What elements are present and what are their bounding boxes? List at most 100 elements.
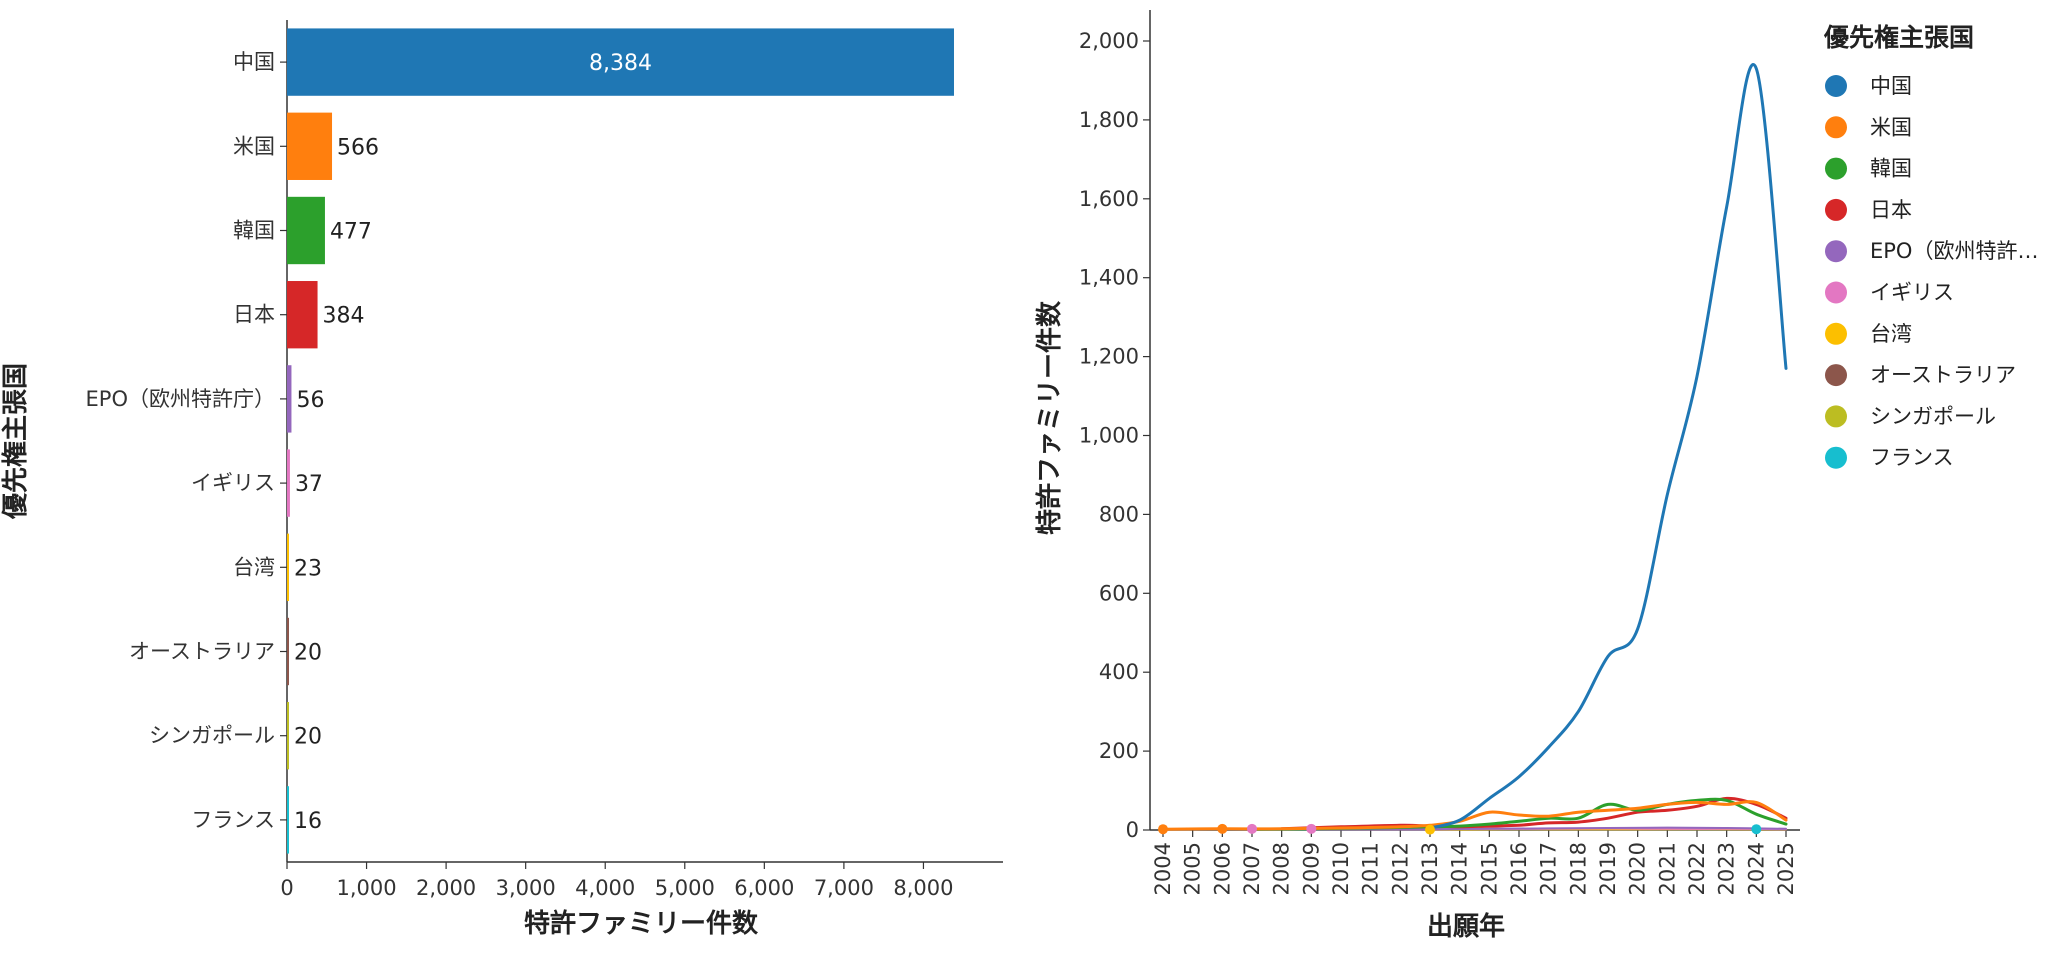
line-x-tick-label: 2017 xyxy=(1537,842,1561,895)
line-chart: 02004006008001,0001,2001,4001,6001,8002,… xyxy=(1034,10,2038,942)
line-x-tick-label: 2016 xyxy=(1507,842,1531,895)
line-y-axis-title: 特許ファミリー件数 xyxy=(1034,300,1065,535)
line-y-axis: 02004006008001,0001,2001,4001,6001,8002,… xyxy=(1079,10,1150,842)
line-y-tick-label: 2,000 xyxy=(1079,29,1139,53)
line-y-tick-label: 1,000 xyxy=(1079,424,1139,448)
bar-value-label: 477 xyxy=(330,220,372,245)
line-x-tick-label: 2022 xyxy=(1685,842,1709,895)
bar-value-label: 8,384 xyxy=(589,51,652,76)
line-x-tick-label: 2018 xyxy=(1566,842,1590,895)
legend-item: EPO（欧州特許… xyxy=(1825,239,2038,263)
legend-label: フランス xyxy=(1870,446,1954,470)
line-x-tick-label: 2007 xyxy=(1240,842,1264,895)
bar-chart: 中国米国韓国日本EPO（欧州特許庁）イギリス台湾オーストラリアシンガポールフラン… xyxy=(0,20,1003,939)
bar-4 xyxy=(287,281,318,348)
bar-category-label: 台湾 xyxy=(233,555,275,579)
line-x-tick-label: 2015 xyxy=(1477,842,1501,895)
bar-x-tick-label: 1,000 xyxy=(336,876,396,900)
legend-item: 台湾 xyxy=(1825,322,1912,346)
legend-label: 台湾 xyxy=(1870,322,1912,346)
bar-marks xyxy=(287,28,954,853)
bar-x-axis-title: 特許ファミリー件数 xyxy=(524,908,759,939)
legend-swatch xyxy=(1825,405,1847,427)
bar-value-label: 20 xyxy=(294,725,322,750)
legend-label: EPO（欧州特許… xyxy=(1870,239,2038,263)
legend-item: フランス xyxy=(1825,446,1954,470)
bar-x-tick-label: 4,000 xyxy=(575,876,635,900)
legend-swatch xyxy=(1825,158,1847,180)
point-marker xyxy=(1247,824,1257,834)
bar-category-labels: 中国米国韓国日本EPO（欧州特許庁）イギリス台湾オーストラリアシンガポールフラン… xyxy=(86,50,287,832)
legend-swatch xyxy=(1825,323,1847,345)
legend-label: 日本 xyxy=(1870,198,1912,222)
line-x-tick-label: 2004 xyxy=(1151,842,1175,895)
line-x-tick-label: 2021 xyxy=(1655,842,1679,895)
legend-swatch xyxy=(1825,447,1847,469)
bar-value-label: 23 xyxy=(294,556,322,581)
legend-swatch xyxy=(1825,75,1847,97)
line-y-tick-label: 600 xyxy=(1099,581,1139,605)
bar-6 xyxy=(287,449,290,516)
line-x-tick-label: 2008 xyxy=(1270,842,1294,895)
legend-label: シンガポール xyxy=(1870,404,1996,428)
bar-10 xyxy=(287,786,289,853)
bar-9 xyxy=(287,702,289,769)
bar-value-label: 16 xyxy=(294,809,322,834)
bar-category-label: フランス xyxy=(191,808,275,832)
bar-2 xyxy=(287,113,332,180)
point-marker xyxy=(1751,824,1761,834)
legend-swatch xyxy=(1825,199,1847,221)
legend-item: オーストラリア xyxy=(1825,363,2016,387)
bar-value-label: 56 xyxy=(296,388,324,413)
line-x-tick-label: 2012 xyxy=(1388,842,1412,895)
point-marker xyxy=(1217,824,1227,834)
legend-item: 米国 xyxy=(1825,115,1912,139)
point-marker xyxy=(1425,825,1435,835)
legend-swatch xyxy=(1825,116,1847,138)
bar-x-tick-label: 6,000 xyxy=(734,876,794,900)
legend-label: イギリス xyxy=(1870,281,1954,305)
line-x-tick-label: 2010 xyxy=(1329,842,1353,895)
line-x-tick-label: 2013 xyxy=(1418,842,1442,895)
line-x-tick-label: 2020 xyxy=(1626,842,1650,895)
line-x-tick-label: 2024 xyxy=(1744,842,1768,895)
bar-x-tick-label: 5,000 xyxy=(655,876,715,900)
bar-category-label: EPO（欧州特許庁） xyxy=(86,387,275,411)
legend-label: オーストラリア xyxy=(1870,363,2016,387)
bar-value-label: 566 xyxy=(337,135,379,160)
legend-item: 韓国 xyxy=(1825,157,1912,181)
legend-item: 日本 xyxy=(1825,198,1912,222)
bar-5 xyxy=(287,365,291,432)
line-y-tick-label: 800 xyxy=(1099,502,1139,526)
legend-label: 中国 xyxy=(1870,74,1912,98)
legend-swatch xyxy=(1825,240,1847,262)
point-marker xyxy=(1158,824,1168,834)
legend-item: イギリス xyxy=(1825,281,1954,305)
line-y-tick-label: 1,600 xyxy=(1079,187,1139,211)
legend-item: シンガポール xyxy=(1825,404,1996,428)
line-x-tick-label: 2005 xyxy=(1181,842,1205,895)
bar-category-label: 韓国 xyxy=(233,219,275,243)
legend-title: 優先権主張国 xyxy=(1823,23,1974,52)
bar-category-label: 日本 xyxy=(233,303,275,327)
line-x-tick-label: 2011 xyxy=(1359,842,1383,895)
line-x-tick-label: 2009 xyxy=(1299,842,1323,895)
point-marker xyxy=(1306,824,1316,834)
line-x-tick-label: 2023 xyxy=(1715,842,1739,895)
line-x-tick-label: 2025 xyxy=(1774,842,1798,895)
legend-swatch xyxy=(1825,364,1847,386)
line-x-tick-label: 2019 xyxy=(1596,842,1620,895)
bar-category-label: イギリス xyxy=(191,471,275,495)
bar-x-tick-label: 3,000 xyxy=(496,876,556,900)
series-line-1 xyxy=(1430,65,1786,828)
bar-category-label: 中国 xyxy=(233,50,275,74)
line-y-tick-label: 200 xyxy=(1099,739,1139,763)
line-x-axis-title: 出願年 xyxy=(1427,911,1505,942)
line-x-tick-label: 2014 xyxy=(1448,842,1472,895)
bar-x-tick-label: 0 xyxy=(280,876,293,900)
